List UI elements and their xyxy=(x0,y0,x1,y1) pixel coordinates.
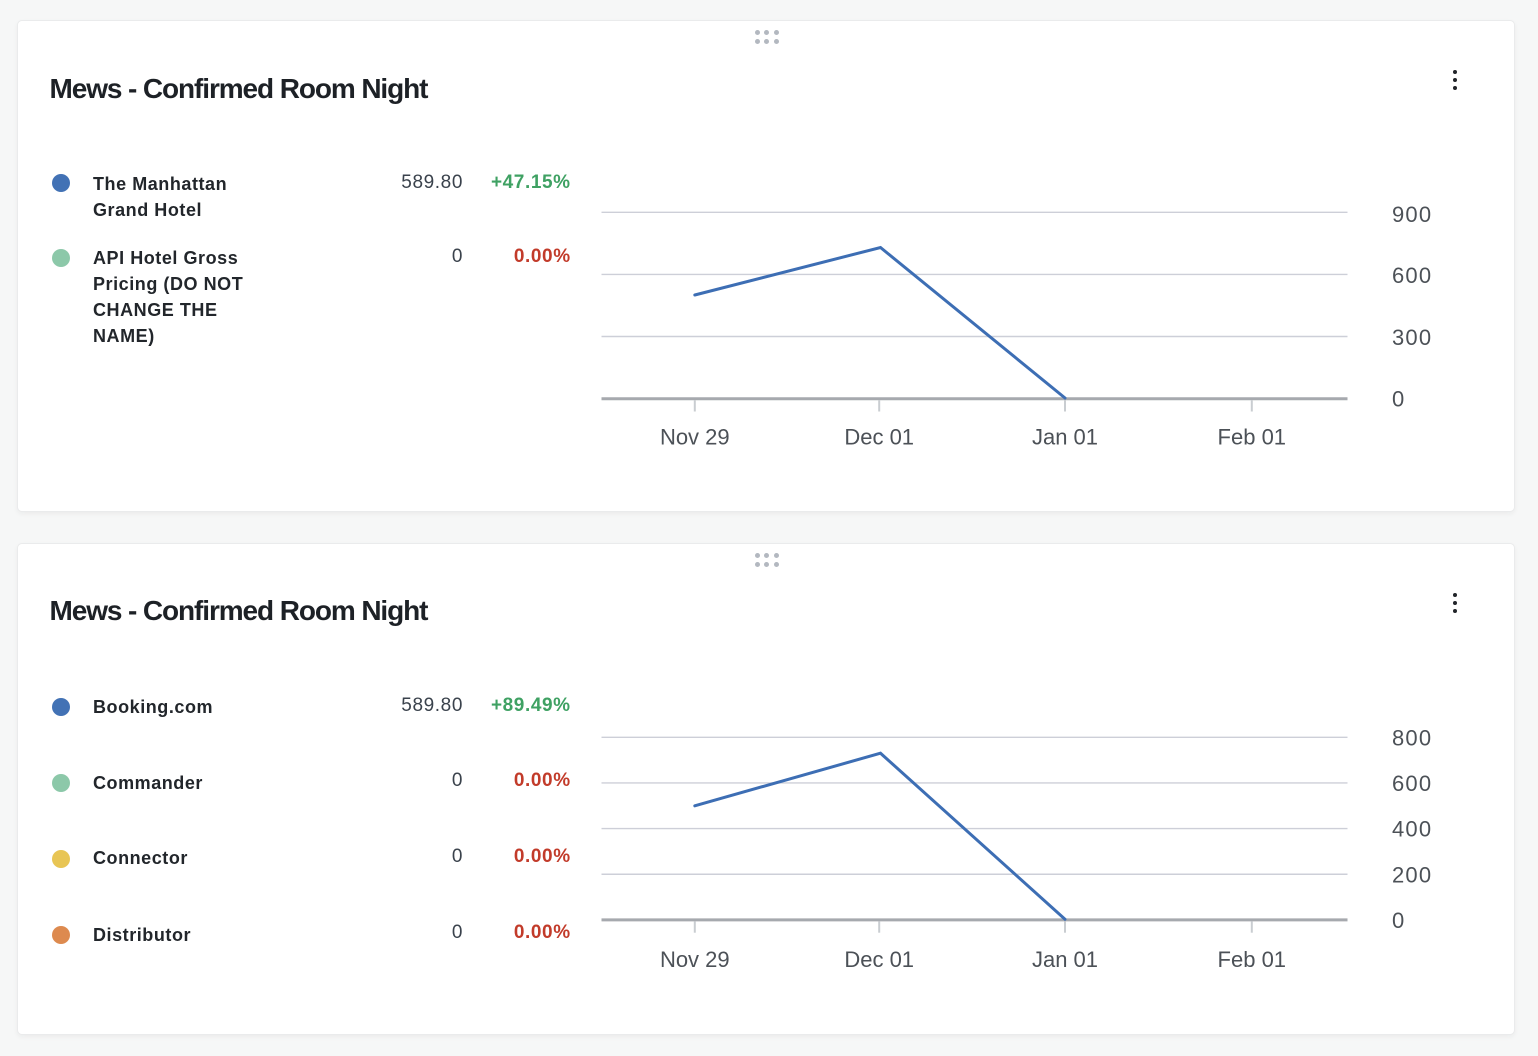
svg-text:600: 600 xyxy=(1392,771,1432,796)
svg-text:600: 600 xyxy=(1392,263,1432,288)
svg-text:Dec 01: Dec 01 xyxy=(844,947,914,972)
svg-text:Dec 01: Dec 01 xyxy=(844,424,914,449)
svg-text:Jan 01: Jan 01 xyxy=(1032,947,1098,972)
svg-text:200: 200 xyxy=(1392,862,1432,887)
svg-text:0: 0 xyxy=(1392,908,1404,933)
svg-text:0: 0 xyxy=(1392,387,1404,412)
svg-text:Nov 29: Nov 29 xyxy=(660,947,730,972)
svg-text:300: 300 xyxy=(1392,325,1432,350)
svg-text:800: 800 xyxy=(1392,725,1432,750)
svg-text:Feb 01: Feb 01 xyxy=(1218,424,1287,449)
svg-text:900: 900 xyxy=(1392,202,1432,227)
svg-text:400: 400 xyxy=(1392,817,1432,842)
svg-text:Nov 29: Nov 29 xyxy=(660,424,730,449)
svg-text:Jan 01: Jan 01 xyxy=(1032,424,1098,449)
svg-text:Feb 01: Feb 01 xyxy=(1218,947,1287,972)
